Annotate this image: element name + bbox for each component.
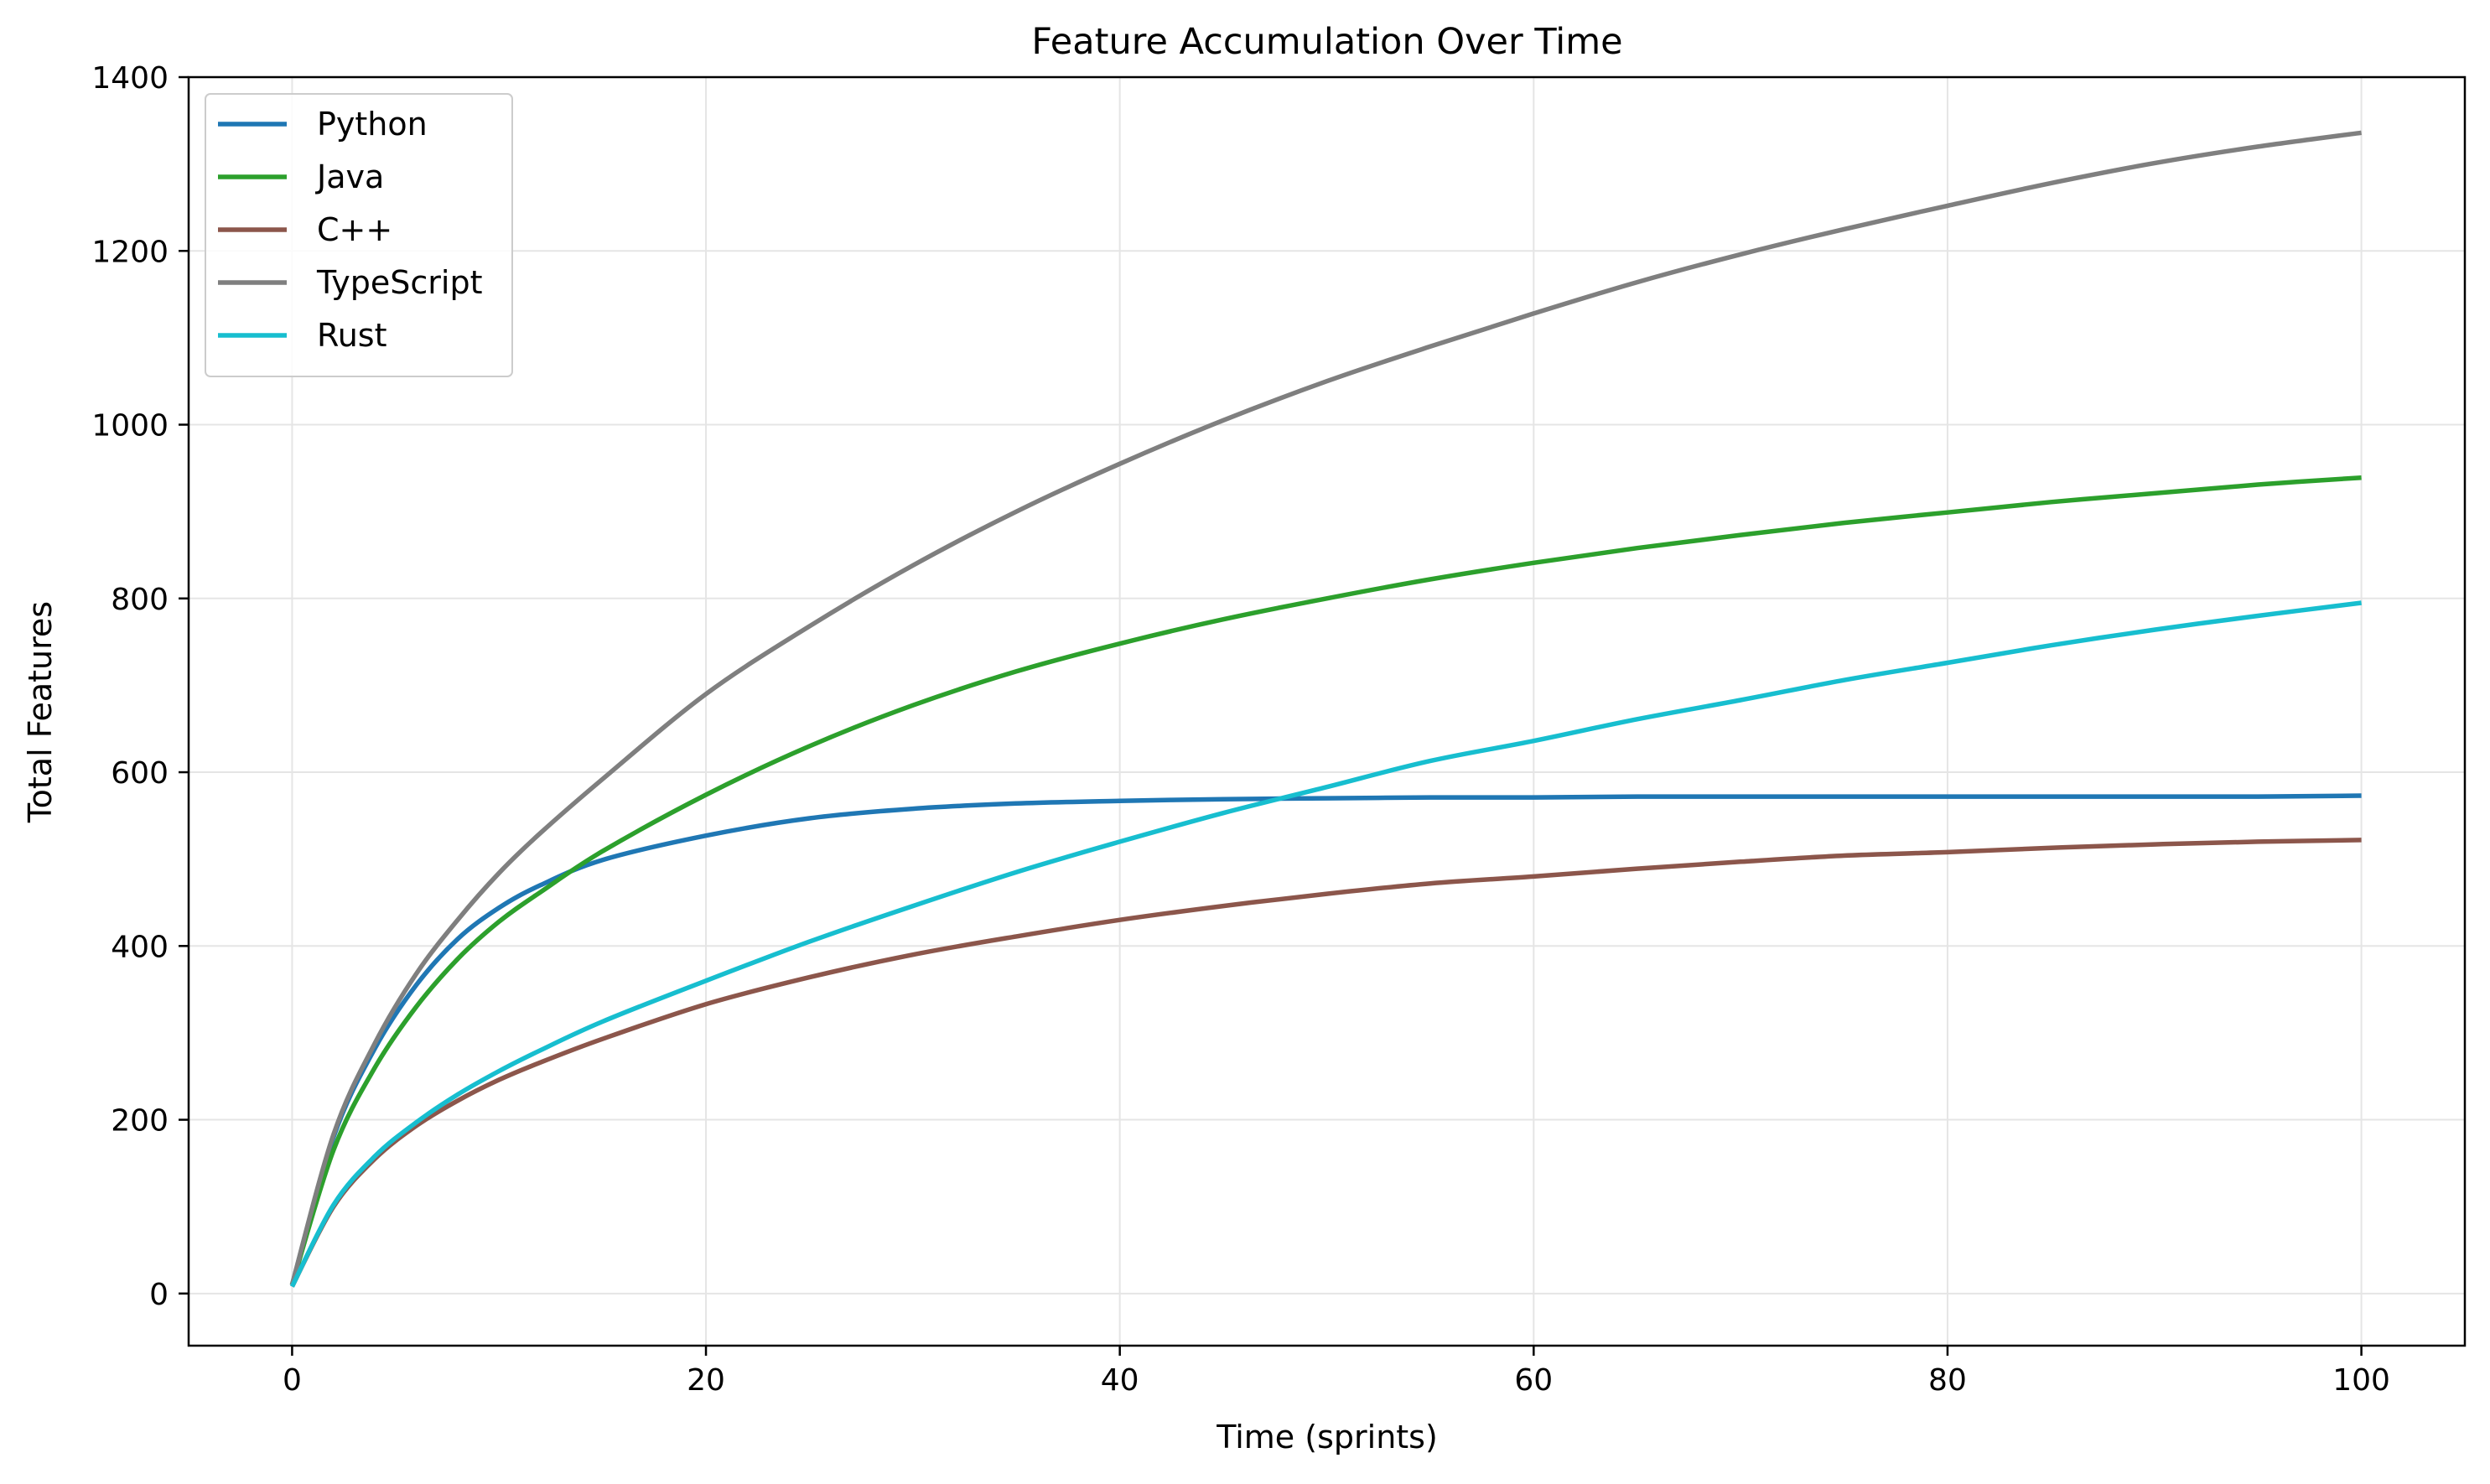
legend-label-java: Java xyxy=(315,158,384,195)
series-line-rust xyxy=(289,600,2362,1288)
series-line-java xyxy=(289,475,2362,1286)
series-line-typescript xyxy=(289,130,2362,1286)
y-tick-label: 600 xyxy=(111,756,169,791)
y-tick-label: 400 xyxy=(111,930,169,964)
x-tick-label: 80 xyxy=(1928,1363,1967,1398)
plot-frame xyxy=(187,75,2467,1347)
chart-title: Feature Accumulation Over Time xyxy=(1031,21,1622,63)
y-tick-label: 1000 xyxy=(91,409,169,444)
series-lines xyxy=(289,130,2362,1288)
x-tick-label: 20 xyxy=(687,1363,725,1398)
x-axis-label: Time (sprints) xyxy=(1216,1419,1438,1455)
legend: Python Java C++ TypeScript Rust xyxy=(205,93,513,377)
y-tick-label: 800 xyxy=(111,583,169,617)
x-tick-label: 40 xyxy=(1101,1363,1139,1398)
legend-label-typescript: TypeScript xyxy=(316,264,483,301)
legend-label-rust: Rust xyxy=(317,317,386,354)
y-tick-label: 1200 xyxy=(91,235,169,269)
series-line-cplusplus xyxy=(289,838,2362,1288)
y-tick-label: 1400 xyxy=(91,61,169,96)
legend-label-cplusplus: C++ xyxy=(317,211,392,248)
legend-box xyxy=(205,93,513,377)
y-axis-label: Total Features xyxy=(22,601,59,823)
legend-label-python: Python xyxy=(317,106,428,143)
x-tick-label: 100 xyxy=(2332,1363,2390,1398)
y-tick-label: 0 xyxy=(149,1278,169,1312)
x-tick-label: 0 xyxy=(283,1363,302,1398)
series-line-python xyxy=(289,793,2362,1286)
x-tick-label: 60 xyxy=(1514,1363,1553,1398)
y-tick-label: 200 xyxy=(111,1104,169,1139)
